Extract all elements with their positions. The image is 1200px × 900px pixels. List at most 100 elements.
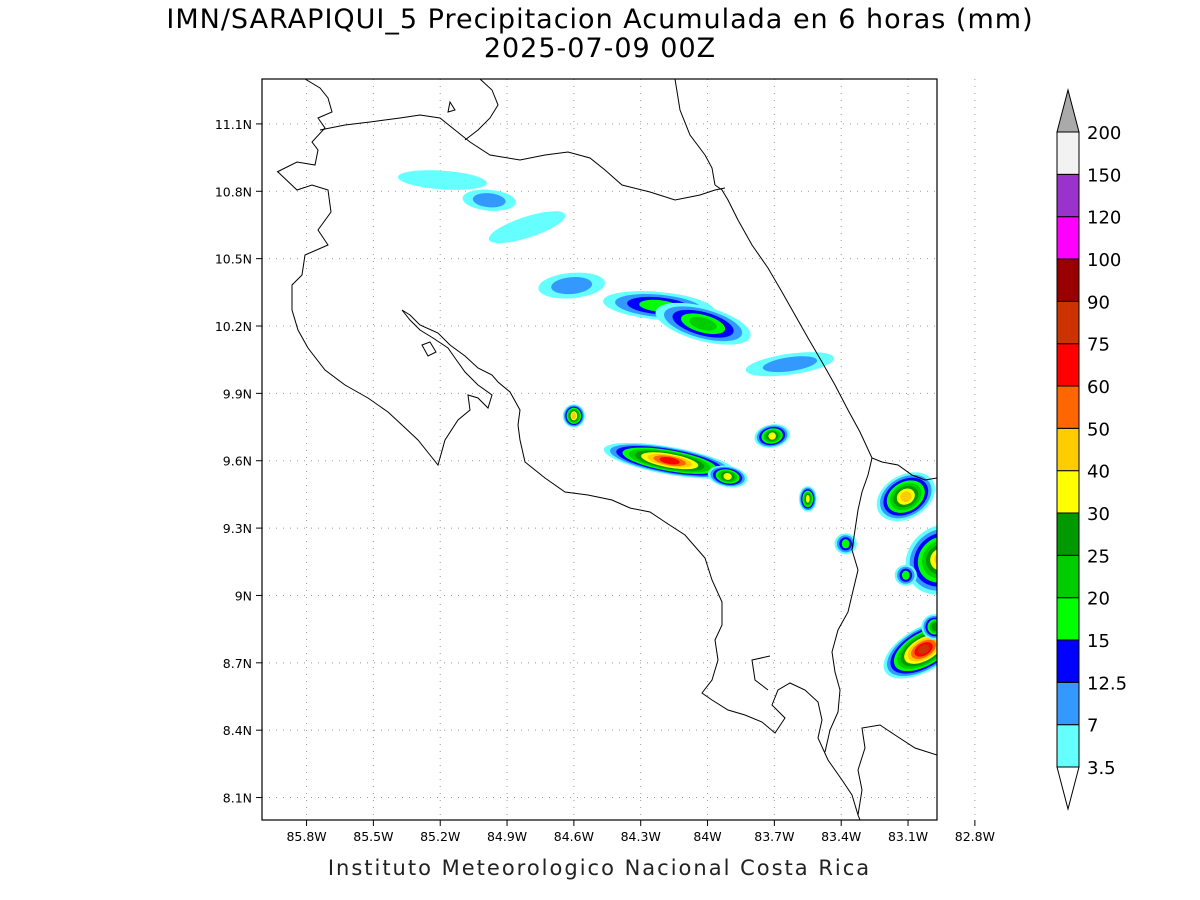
precip-contour xyxy=(551,277,593,295)
latitude-axis: 11.1N 10.8N 10.5N 10.2N 9.9N 9.6N 9.3N 9N 8.7N 8.… xyxy=(215,117,262,806)
precip-contour xyxy=(970,678,1024,705)
colorbar-segment xyxy=(1056,131,1080,175)
precip-contour xyxy=(917,644,930,655)
lon-tick-label: 84.6W xyxy=(554,829,594,844)
colorbar-label: 40 xyxy=(1087,462,1110,483)
lat-tick-label: 8.4N xyxy=(223,723,252,738)
precip-contour xyxy=(659,456,680,465)
precip-contour xyxy=(762,356,818,373)
lon-tick-label: 83.1W xyxy=(888,829,928,844)
precipitation-field xyxy=(397,170,1044,715)
precip-cell xyxy=(462,189,516,211)
lon-tick-label: 84.9W xyxy=(487,829,527,844)
pacific-coastline xyxy=(276,79,861,820)
colorbar-segment xyxy=(1056,554,1080,599)
precip-contour xyxy=(965,676,1029,708)
colorbar-label: 20 xyxy=(1087,589,1110,610)
lat-lon-gridlines xyxy=(262,79,976,820)
colorbar-segment xyxy=(1056,639,1080,683)
precip-contour xyxy=(931,622,937,632)
lon-tick-label: 85.8W xyxy=(286,829,326,844)
colorbar-segment xyxy=(1056,385,1080,429)
colorbar-label: 75 xyxy=(1087,335,1110,356)
lon-tick-label: 85.5W xyxy=(353,829,393,844)
precip-contour xyxy=(768,432,776,440)
lat-tick-label: 10.8N xyxy=(215,184,252,199)
lat-tick-label: 11.1N xyxy=(215,117,252,132)
plot-frame xyxy=(261,78,938,821)
colorbar-label: 3.5 xyxy=(1087,758,1116,779)
precip-contour xyxy=(951,670,1044,715)
lat-tick-label: 10.2N xyxy=(215,319,252,334)
precip-contour xyxy=(723,473,732,480)
precip-contour xyxy=(488,211,566,244)
colorbar-label: 25 xyxy=(1087,546,1110,567)
lon-tick-label: 84.3W xyxy=(621,829,661,844)
precip-cell xyxy=(834,533,857,555)
lat-tick-label: 8.7N xyxy=(223,656,252,671)
lat-tick-label: 8.1N xyxy=(223,791,252,806)
colorbar-segment xyxy=(1056,216,1080,260)
precip-contour xyxy=(981,632,992,649)
precip-cell xyxy=(603,442,736,479)
precip-contour xyxy=(989,687,1005,697)
precip-contour xyxy=(901,570,910,580)
peninsula-tip xyxy=(751,655,771,691)
precip-contour xyxy=(977,626,996,654)
colorbar-label: 60 xyxy=(1087,377,1110,398)
precip-cell xyxy=(973,621,1000,660)
precip-contour xyxy=(905,524,937,595)
colorbar-segment xyxy=(1056,512,1080,556)
precip-cell xyxy=(745,352,835,377)
precip-contour xyxy=(689,316,717,331)
lat-tick-label: 9.9N xyxy=(223,386,252,401)
precip-cell xyxy=(562,404,586,428)
precip-cell xyxy=(397,170,487,190)
colorbar-label: 15 xyxy=(1087,631,1110,652)
precip-cell xyxy=(905,524,937,595)
precip-contour xyxy=(930,548,937,571)
colorbar-label: 200 xyxy=(1087,123,1121,144)
precip-contour xyxy=(984,685,1010,699)
precip-cell xyxy=(798,486,817,512)
precip-contour xyxy=(913,532,937,587)
lon-tick-label: 83.7W xyxy=(754,829,794,844)
map-title: IMN/SARAPIQUI_5 Precipitacion Acumulada … xyxy=(166,4,1034,35)
nicoya-island xyxy=(421,341,437,357)
precip-cell xyxy=(538,272,605,299)
lat-tick-label: 9N xyxy=(235,588,252,603)
precip-cell xyxy=(921,614,937,640)
colorbar-segment xyxy=(1056,597,1080,641)
colorbar-label: 100 xyxy=(1087,250,1121,271)
colorbar-segment xyxy=(1056,681,1080,726)
precip-contour xyxy=(979,629,994,652)
precip-cell xyxy=(754,424,790,448)
lon-tick-label: 83.4W xyxy=(821,829,861,844)
precip-contour xyxy=(472,193,506,208)
precip-contour xyxy=(960,674,1034,710)
panama-coast xyxy=(857,724,937,816)
colorbar-label: 90 xyxy=(1087,292,1110,313)
lon-tick-label: 82.8W xyxy=(955,829,995,844)
precip-cell xyxy=(876,472,935,522)
nicaragua-border xyxy=(319,114,726,201)
precip-contour xyxy=(980,683,1015,702)
precip-contour xyxy=(975,624,998,657)
panama-border xyxy=(824,457,873,753)
lat-tick-label: 9.3N xyxy=(223,521,252,536)
precip-contour xyxy=(955,672,1038,713)
colorbar-label: 50 xyxy=(1087,419,1110,440)
colorbar-segment xyxy=(1056,470,1080,514)
lat-tick-label: 9.6N xyxy=(223,454,252,469)
caribbean-coastline xyxy=(714,184,937,481)
precip-contour xyxy=(900,491,912,503)
colorbar-segment xyxy=(1056,173,1080,218)
precip-contour xyxy=(983,635,989,647)
precip-contour xyxy=(841,539,850,549)
colorbar-label: 30 xyxy=(1087,504,1110,525)
colorbar-label: 150 xyxy=(1087,165,1121,186)
footer-credit: Instituto Meteorologico Nacional Costa R… xyxy=(327,856,872,880)
map-valid-time: 2025-07-09 00Z xyxy=(483,33,717,64)
colorbar-segment xyxy=(1056,724,1080,768)
